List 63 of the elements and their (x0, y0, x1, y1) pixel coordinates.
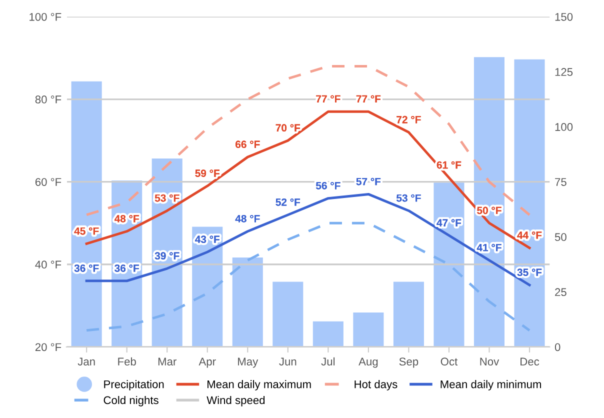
bar (432, 180, 466, 347)
data-label: 77 °F (316, 95, 340, 103)
legend-label: Wind speed (206, 396, 265, 406)
bar (512, 58, 546, 347)
y-tick-label: 80 °F (35, 96, 62, 104)
legend-label: Mean daily minimum (440, 380, 542, 390)
data-label: 66 °F (236, 140, 260, 148)
y-tick-label: 40 °F (35, 260, 62, 269)
data-label: 48 °F (235, 214, 260, 222)
y2-tick-label: 0 (554, 343, 560, 352)
bar (230, 256, 265, 347)
bar (392, 280, 426, 347)
legend-label: Precipitation (104, 380, 164, 390)
x-tick-label: May (238, 358, 258, 368)
bar (70, 80, 104, 347)
data-label: 39 °F (154, 252, 180, 260)
x-tick-label: Mar (158, 358, 176, 366)
data-label: 35 °F (517, 268, 542, 276)
y2-tick-label: 75 (555, 178, 566, 186)
x-tick-label: Nov (480, 358, 500, 366)
data-label: 56 °F (316, 182, 340, 190)
data-label: 45 °F (74, 227, 99, 235)
data-label: 72 °F (396, 116, 421, 124)
data-label: 57 °F (356, 178, 381, 186)
y2-tick-label: 100 (555, 123, 573, 131)
x-tick-label: Jul (321, 357, 335, 366)
line-series (85, 192, 531, 286)
data-label: 47 °F (436, 219, 462, 226)
y-tick-label: 100 °F (30, 12, 62, 21)
x-tick-label: Oct (440, 358, 458, 366)
bar (352, 310, 386, 347)
x-tick-label: Jan (78, 358, 95, 366)
x-tick-label: Dec (520, 358, 540, 366)
bar (311, 320, 346, 347)
line-series (85, 110, 531, 250)
y2-tick-label: 150 (555, 12, 573, 21)
data-label: 77 °F (356, 95, 381, 103)
data-label: 70 °F (276, 124, 300, 132)
legend-label: Mean daily maximum (208, 380, 311, 390)
x-tick-label: Sep (399, 358, 418, 368)
data-label: 53 °F (154, 194, 180, 202)
data-label: 44 °F (517, 232, 542, 239)
data-label: 53 °F (396, 194, 421, 202)
x-tick-label: Apr (198, 358, 216, 368)
data-label: 41 °F (476, 244, 502, 252)
data-label: 36 °F (114, 264, 139, 272)
x-tick-label: Feb (118, 357, 136, 366)
data-label: 48 °F (114, 214, 139, 222)
y2-tick-label: 50 (554, 233, 566, 241)
data-label: 52 °F (276, 198, 300, 206)
x-tick-label: Jun (279, 358, 296, 366)
x-tick-label: Aug (358, 358, 378, 368)
line-series (85, 65, 531, 216)
y-tick-label: 60 °F (35, 178, 62, 186)
data-label: 43 °F (195, 236, 220, 244)
legend-label: Cold nights (104, 396, 158, 406)
y-tick-label: 20 °F (35, 343, 62, 352)
y2-tick-label: 25 (555, 288, 566, 296)
data-label: 36 °F (74, 264, 99, 272)
legend-label: Hot days (354, 380, 398, 390)
data-label: 59 °F (195, 170, 220, 177)
bar (270, 280, 305, 347)
y2-tick-label: 125 (555, 68, 573, 76)
